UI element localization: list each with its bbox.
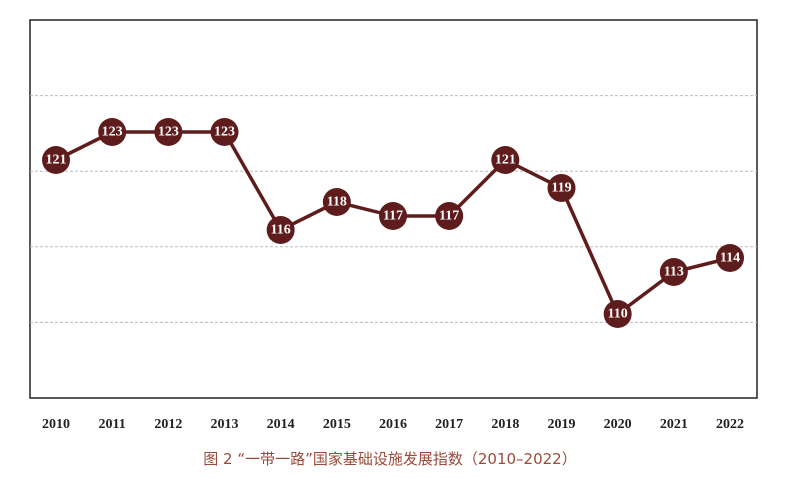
data-label: 123 [214, 125, 235, 140]
point [716, 244, 744, 272]
x-tick-label: 2019 [548, 417, 576, 432]
point [379, 202, 407, 230]
data-label: 121 [46, 153, 67, 168]
data-label: 113 [664, 265, 684, 280]
data-label: 117 [383, 209, 403, 224]
data-label: 118 [327, 195, 347, 210]
data-label: 123 [158, 125, 179, 140]
data-label: 110 [608, 307, 628, 322]
chart-caption: 图 2 “一带一路”国家基础设施发展指数（2010–2022） [203, 450, 576, 468]
point [322, 188, 351, 216]
point [98, 118, 127, 146]
data-label: 117 [439, 209, 459, 224]
data-label: 116 [271, 223, 291, 238]
data-label: 119 [551, 181, 571, 196]
point [659, 258, 688, 286]
point [603, 300, 632, 328]
x-tick-label: 2018 [491, 417, 519, 432]
x-tick-label: 2011 [99, 417, 126, 432]
point [435, 202, 464, 230]
x-tick-label: 2014 [267, 417, 295, 432]
x-tick-label: 2022 [716, 417, 744, 432]
point [547, 174, 576, 202]
x-tick-label: 2015 [323, 417, 351, 432]
x-tick-label: 2020 [604, 417, 632, 432]
data-label: 121 [495, 153, 516, 168]
data-label: 123 [102, 125, 123, 140]
x-tick-label: 2013 [211, 417, 239, 432]
x-tick-label: 2016 [379, 417, 407, 432]
data-label: 114 [720, 251, 740, 266]
point [266, 216, 295, 244]
point [154, 118, 183, 146]
x-tick-label: 2012 [154, 417, 182, 432]
point [210, 118, 239, 146]
point [491, 146, 520, 174]
x-tick-label: 2010 [42, 417, 70, 432]
x-tick-label: 2017 [435, 417, 463, 432]
x-tick-label: 2021 [660, 417, 688, 432]
point [42, 146, 70, 174]
plot-frame [29, 19, 758, 399]
